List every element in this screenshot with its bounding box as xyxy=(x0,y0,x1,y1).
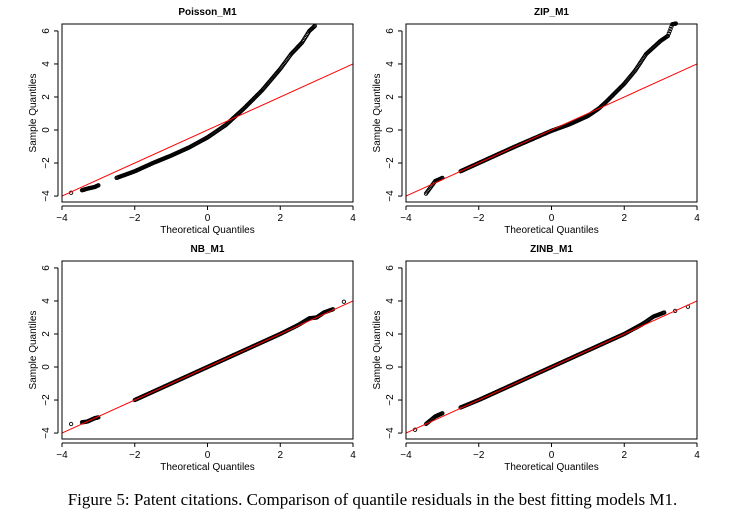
x-tick-label: −4 xyxy=(400,450,412,461)
y-tick-label: −2 xyxy=(41,394,52,406)
panel-title: ZIP_M1 xyxy=(534,7,569,18)
y-tick-label: −4 xyxy=(385,190,396,202)
x-tick-label: −4 xyxy=(56,450,68,461)
y-tick-label: −4 xyxy=(41,427,52,439)
x-tick-label: 0 xyxy=(549,450,555,461)
data-points xyxy=(68,23,317,195)
y-tick-label: 2 xyxy=(385,331,396,337)
y-tick-label: 0 xyxy=(41,127,52,133)
qq-panel-zinb-m1: ZINB_M1 −4 −2 0 2 4 Theoretical Quantiles −4 −2 0… xyxy=(372,244,700,473)
data-point xyxy=(440,411,445,416)
data-points xyxy=(412,304,691,432)
panel-title: ZINB_M1 xyxy=(530,244,573,255)
y-axis-label: Sample Quantiles xyxy=(372,74,383,153)
data-point xyxy=(668,26,673,32)
y-tick-label: 4 xyxy=(41,61,52,67)
reference-line xyxy=(405,63,698,197)
x-tick-label: 4 xyxy=(694,213,700,224)
y-axis-label: Sample Quantiles xyxy=(372,311,383,390)
x-tick-label: 4 xyxy=(350,213,356,224)
y-tick-label: −2 xyxy=(385,157,396,169)
data-point xyxy=(68,421,74,427)
y-tick-label: 4 xyxy=(385,61,396,67)
reference-line xyxy=(405,300,698,434)
data-point xyxy=(662,310,667,315)
x-axis-label: Theoretical Quantiles xyxy=(160,225,255,236)
x-tick-label: −2 xyxy=(129,213,141,224)
x-axis-label: Theoretical Quantiles xyxy=(160,462,255,473)
data-point xyxy=(667,29,672,34)
x-tick-label: 4 xyxy=(350,450,356,461)
x-tick-label: −4 xyxy=(56,213,68,224)
y-tick-label: 6 xyxy=(385,28,396,34)
y-axis-label: Sample Quantiles xyxy=(28,74,39,153)
y-tick-label: 0 xyxy=(385,127,396,133)
qq-panel-zip-m1: ZIP_M1 −4 −2 0 2 4 Theoretical Quantiles −4 −2 0 2… xyxy=(372,7,700,236)
x-tick-label: −2 xyxy=(129,450,141,461)
y-tick-label: −2 xyxy=(385,394,396,406)
y-tick-label: 6 xyxy=(41,28,52,34)
x-tick-label: 0 xyxy=(549,213,555,224)
y-tick-label: −4 xyxy=(385,427,396,439)
y-tick-label: −2 xyxy=(41,157,52,169)
data-points xyxy=(68,299,347,427)
y-tick-label: 2 xyxy=(385,94,396,100)
y-tick-label: −4 xyxy=(41,190,52,202)
reference-line xyxy=(61,63,354,197)
x-tick-label: 2 xyxy=(621,213,627,224)
y-tick-label: 6 xyxy=(385,265,396,271)
x-axis-label: Theoretical Quantiles xyxy=(504,225,599,236)
plot-frame xyxy=(61,23,354,203)
y-tick-label: 2 xyxy=(41,331,52,337)
plot-frame xyxy=(405,23,698,203)
data-point xyxy=(341,299,347,304)
x-tick-label: 0 xyxy=(205,213,211,224)
y-tick-label: 2 xyxy=(41,94,52,100)
y-axis-label: Sample Quantiles xyxy=(28,311,39,390)
x-axis-label: Theoretical Quantiles xyxy=(504,462,599,473)
data-point xyxy=(665,33,671,39)
data-point xyxy=(666,31,671,36)
y-tick-label: 6 xyxy=(41,265,52,271)
x-tick-label: −4 xyxy=(400,213,412,224)
x-tick-label: 2 xyxy=(621,450,627,461)
x-tick-label: 2 xyxy=(277,213,283,224)
y-tick-label: 4 xyxy=(41,298,52,304)
y-tick-label: 4 xyxy=(385,298,396,304)
plot-frame xyxy=(61,260,354,440)
qq-panel-nb-m1: NB_M1 −4 −2 0 2 4 Theoretical Quantiles −4 −2 0 2 4… xyxy=(28,244,356,473)
x-tick-label: 2 xyxy=(277,450,283,461)
reference-line xyxy=(61,300,354,434)
data-point xyxy=(96,183,101,188)
x-tick-label: −2 xyxy=(473,213,485,224)
plot-frame xyxy=(405,260,698,440)
panel-title: Poisson_M1 xyxy=(178,7,237,18)
figure-caption: Figure 5: Patent citations. Comparison o… xyxy=(67,490,678,509)
y-tick-label: 0 xyxy=(385,364,396,370)
x-tick-label: 0 xyxy=(205,450,211,461)
y-tick-label: 0 xyxy=(41,364,52,370)
data-point xyxy=(673,308,678,314)
data-point xyxy=(311,24,317,29)
x-tick-label: −2 xyxy=(473,450,485,461)
qq-panel-poisson-m1: Poisson_M1 −4 −2 0 2 4 Theoretical Quantiles −4… xyxy=(28,7,356,236)
x-tick-label: 4 xyxy=(694,450,700,461)
data-points xyxy=(423,21,679,196)
panel-title: NB_M1 xyxy=(191,244,225,255)
